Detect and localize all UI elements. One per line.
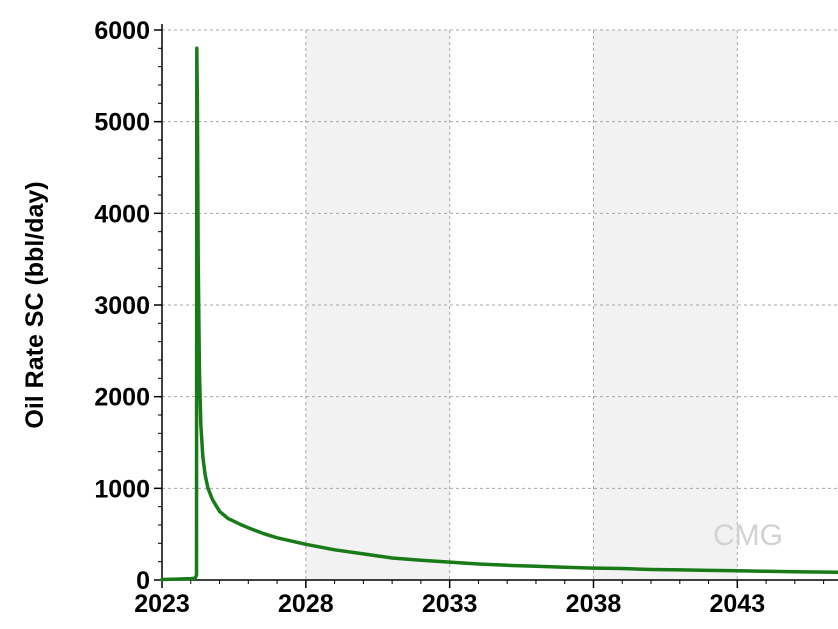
y-axis-title: Oil Rate SC (bbl/day) — [21, 181, 49, 428]
x-tick-label-1: 2028 — [278, 590, 334, 618]
series-line-0 — [160, 46, 838, 582]
x-tick-label-2: 2033 — [422, 590, 478, 618]
x-tick-label-3: 2038 — [566, 590, 622, 618]
series-group — [160, 46, 838, 582]
band-3 — [593, 30, 738, 580]
y-tick-label-4: 4000 — [94, 200, 150, 228]
gridlines — [162, 29, 838, 580]
x-tick-labels: 2023 2028 2033 2038 2043 — [134, 590, 765, 618]
y-tick-label-6: 6000 — [94, 17, 150, 45]
y-tick-label-2: 2000 — [94, 384, 150, 412]
x-tick-label-4: 2043 — [710, 590, 766, 618]
x-tick-label-0: 2023 — [134, 590, 190, 618]
y-tick-labels: 0 1000 2000 3000 4000 5000 6000 — [94, 17, 150, 595]
y-tick-label-3: 3000 — [94, 292, 150, 320]
cmg-watermark: CMG — [713, 519, 783, 552]
alternating-bands — [305, 30, 738, 580]
axes — [154, 24, 838, 588]
y-tick-label-1: 1000 — [94, 475, 150, 503]
band-1 — [305, 30, 450, 580]
y-tick-label-5: 5000 — [94, 109, 150, 137]
y-tick-label-0: 0 — [136, 567, 150, 595]
